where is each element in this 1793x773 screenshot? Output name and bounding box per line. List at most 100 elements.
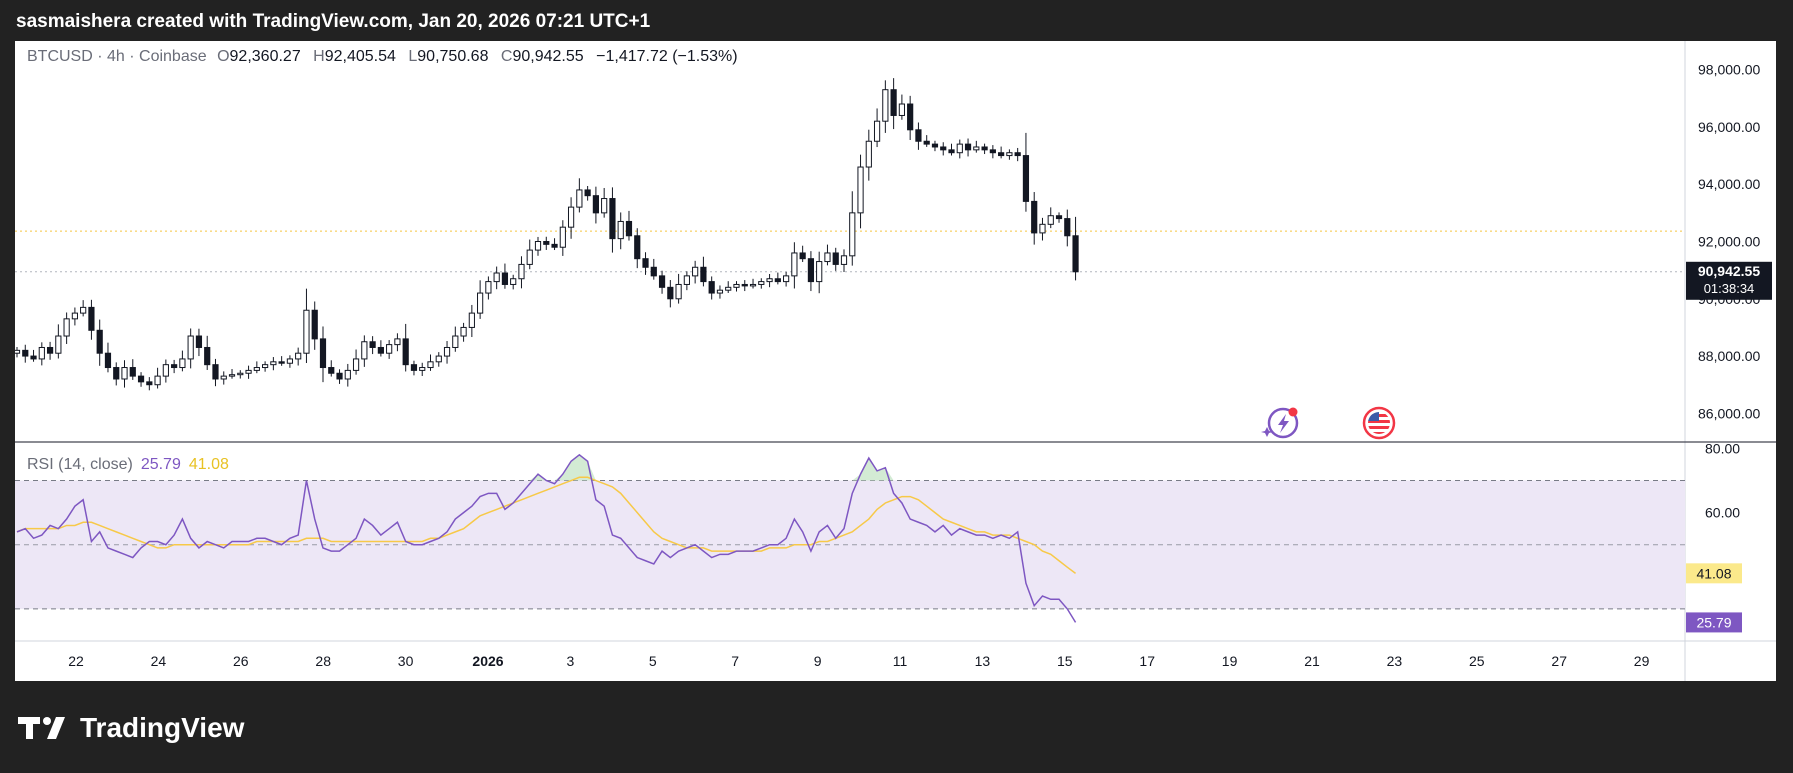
candle: [725, 281, 732, 293]
symbol-label[interactable]: BTCUSD · 4h · Coinbase: [27, 48, 207, 65]
candle: [493, 266, 500, 290]
candle: [551, 238, 558, 251]
candle: [187, 328, 194, 369]
open-value: 92,360.27: [229, 48, 301, 65]
candle: [1014, 147, 1021, 162]
candle: [998, 146, 1005, 159]
candle: [63, 312, 70, 344]
candle: [658, 270, 666, 294]
chart-header-title: sasmaishera created with TradingView.com…: [16, 11, 651, 32]
time-tick-label: 23: [1387, 653, 1403, 669]
time-tick-label: 27: [1551, 653, 1567, 669]
price-tick-label: 88,000.00: [1698, 348, 1760, 364]
candle: [1006, 149, 1013, 160]
candle: [741, 280, 748, 292]
candle: [113, 362, 120, 386]
candle: [212, 358, 219, 387]
price-tick-label: 92,000.00: [1698, 234, 1760, 250]
candle: [964, 138, 972, 157]
candle: [766, 273, 773, 288]
candle: [419, 362, 426, 376]
ohlc-legend[interactable]: BTCUSD · 4h · Coinbase O92,360.27 H92,40…: [27, 48, 746, 66]
candle: [410, 360, 418, 376]
candle: [576, 178, 583, 213]
time-tick-label: 9: [814, 653, 822, 669]
rsi-badge: 25.79: [1686, 612, 1742, 633]
rsi-ma-badge-value: 41.08: [1696, 565, 1731, 581]
low-value: 90,750.68: [417, 48, 489, 65]
candle: [948, 143, 955, 156]
candle: [898, 94, 905, 120]
candle: [1055, 212, 1063, 223]
candle: [1064, 209, 1071, 247]
current-price-badge: 90,942.55 01:38:34: [1686, 261, 1772, 300]
time-tick-label: 5: [649, 653, 657, 669]
candle: [1072, 216, 1079, 281]
current-price-value: 90,942.55: [1698, 263, 1760, 279]
rsi-tick-label: 60.00: [1705, 505, 1740, 521]
candle: [518, 256, 525, 289]
candle: [807, 251, 815, 292]
high-label: H: [313, 48, 325, 65]
candle: [336, 369, 343, 384]
rsi-ma-badge: 41.08: [1686, 563, 1742, 584]
candle: [799, 245, 806, 262]
rsi-ma-line: [16, 476, 1077, 574]
candle: [245, 365, 252, 379]
candle: [931, 140, 939, 152]
candle: [716, 285, 724, 299]
candle: [286, 355, 294, 368]
candle: [940, 142, 947, 156]
chart-frame[interactable]: 86,000.0088,000.0090,000.0092,000.0094,0…: [15, 41, 1776, 681]
candle: [220, 371, 227, 385]
candle: [22, 344, 29, 363]
candle: [501, 263, 509, 289]
price-tick-label: 96,000.00: [1698, 119, 1760, 135]
time-tick-label: 13: [975, 653, 991, 669]
rsi-ma-value: 41.08: [188, 456, 229, 473]
candle: [824, 244, 831, 266]
candle: [361, 335, 368, 367]
rsi-axis[interactable]: 60.00 80.00: [1705, 440, 1740, 520]
us-flag-icon[interactable]: [1362, 406, 1396, 440]
candle: [733, 281, 740, 292]
time-tick-label: 3: [567, 653, 575, 669]
candle: [601, 187, 608, 218]
candle: [369, 336, 376, 355]
candle: [38, 342, 45, 366]
time-tick-label: 22: [68, 653, 84, 669]
rsi-legend[interactable]: RSI (14, close) 25.79 41.08: [27, 456, 229, 474]
candle: [840, 249, 848, 273]
candle: [137, 372, 145, 387]
candle: [270, 357, 277, 371]
candle: [642, 252, 649, 275]
candle: [427, 354, 434, 371]
candle: [592, 186, 599, 224]
candle: [204, 335, 211, 370]
candle: [758, 278, 765, 289]
time-tick-label: 2026: [472, 653, 503, 669]
candle: [510, 274, 517, 290]
candle: [195, 328, 203, 357]
candle: [460, 322, 467, 342]
rsi-label[interactable]: RSI (14, close): [27, 456, 133, 473]
candle: [915, 122, 922, 150]
candle: [865, 129, 872, 181]
candle: [989, 145, 996, 159]
close-value: 90,942.55: [512, 48, 584, 65]
price-axis[interactable]: 86,000.0088,000.0090,000.0092,000.0094,0…: [1698, 62, 1760, 422]
candle: [146, 377, 153, 391]
candle: [559, 220, 566, 256]
candle: [634, 228, 641, 269]
candle: [609, 187, 616, 253]
candle: [162, 359, 169, 383]
chart-canvas[interactable]: 86,000.0088,000.0090,000.0092,000.0094,0…: [15, 41, 1776, 681]
time-axis[interactable]: 22 24 26 28 30 2026 3 5 7 9 11 13 15 17 19 21 23 25 27 29: [68, 653, 1649, 669]
candle: [377, 340, 384, 357]
candle: [328, 360, 335, 377]
candle: [344, 363, 351, 387]
time-tick-label: 29: [1634, 653, 1650, 669]
candle: [890, 78, 897, 130]
lightning-event-icon[interactable]: [1261, 407, 1299, 439]
time-tick-label: 11: [893, 653, 908, 669]
